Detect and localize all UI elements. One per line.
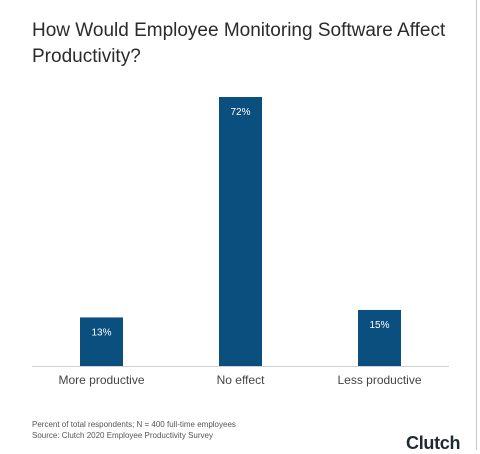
data-label-more-productive: 13% (91, 327, 111, 338)
bar-less-productive (358, 309, 401, 366)
footnote: Percent of total respondents; N = 400 fu… (32, 419, 236, 441)
x-tick-label-more-productive: More productive (58, 373, 144, 387)
data-label-less-productive: 15% (369, 320, 389, 331)
x-tick-label-less-productive: Less productive (337, 373, 421, 387)
bar-more-productive (80, 317, 123, 366)
footnote-source: Source: Clutch 2020 Employee Productivit… (32, 431, 213, 440)
clutch-logo: Clutch (406, 433, 461, 453)
data-label-no-effect: 72% (230, 107, 250, 118)
x-tick-label-no-effect: No effect (217, 373, 265, 387)
bar-no-effect (219, 97, 262, 366)
bar-chart: 13% More productive 72% No effect 15% Less pr… (32, 97, 449, 387)
chart-title: How Would Employee Monitoring Software A… (32, 20, 446, 67)
footnote-sample: Percent of total respondents; N = 400 fu… (32, 420, 236, 429)
